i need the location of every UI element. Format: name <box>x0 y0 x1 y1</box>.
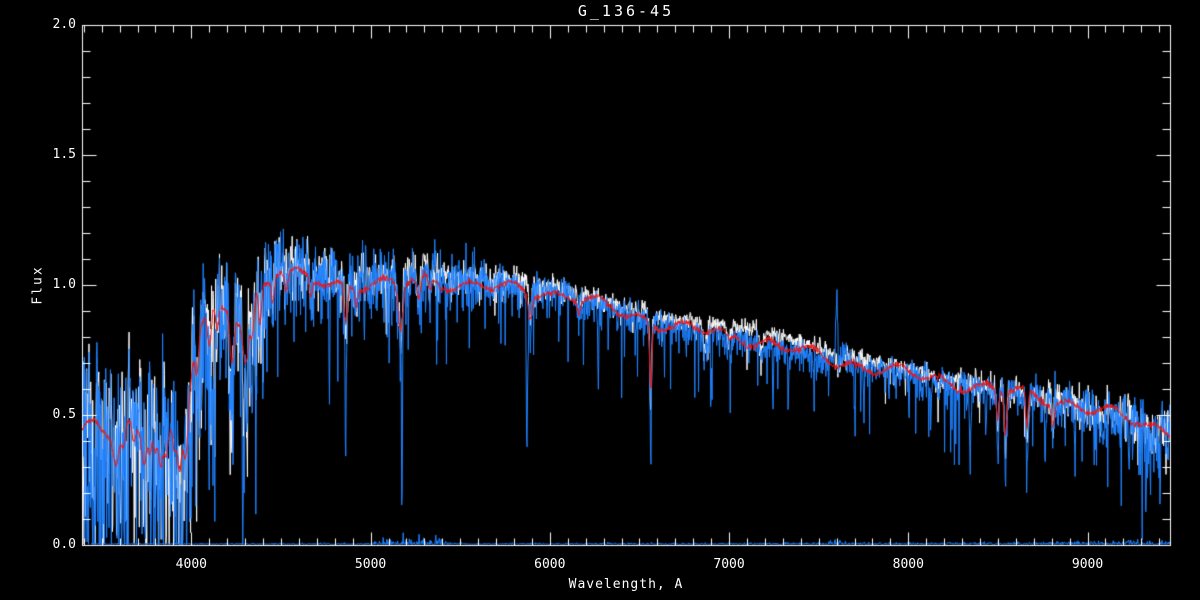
x-tick-label: 7000 <box>713 557 745 572</box>
y-tick-label: 1.0 <box>52 277 76 292</box>
x-tick-label: 9000 <box>1071 557 1104 572</box>
x-tick-label: 5000 <box>354 557 387 572</box>
y-tick-label: 1.5 <box>52 147 76 162</box>
x-tick-label: 4000 <box>175 557 207 572</box>
x-tick-label: 8000 <box>892 557 924 572</box>
y-tick-label: 0.5 <box>52 407 76 422</box>
x-axis-label: Wavelength, A <box>568 577 684 592</box>
plot-title: G_136-45 <box>577 2 675 20</box>
y-tick-label: 2.0 <box>52 17 76 32</box>
x-tick-label: 6000 <box>534 557 566 572</box>
y-tick-label: 0.0 <box>52 537 76 552</box>
